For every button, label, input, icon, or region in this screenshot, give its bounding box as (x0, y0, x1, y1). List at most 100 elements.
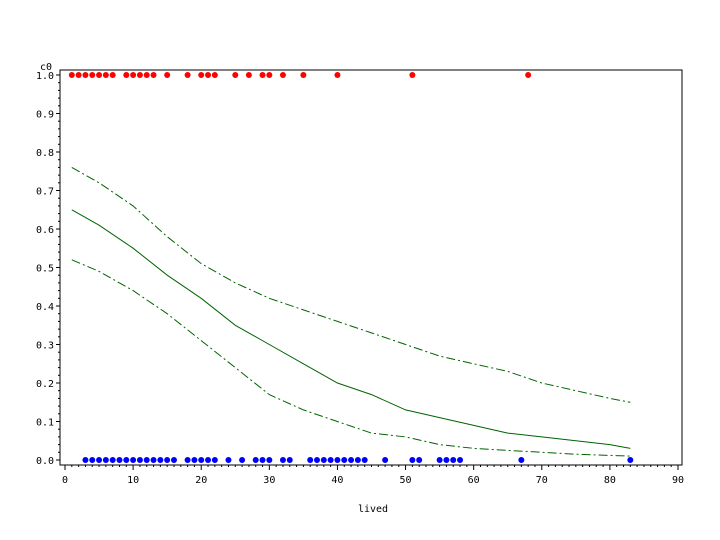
observed-one-point (300, 72, 307, 78)
observed-zero-point (361, 457, 368, 463)
observed-zero-point (143, 457, 150, 463)
observed-zero-point (443, 457, 450, 463)
observed-zero-point (518, 457, 525, 463)
observed-one-point (123, 72, 130, 78)
observed-zero-point (184, 457, 191, 463)
observed-zero-point (314, 457, 321, 463)
observed-zero-point (198, 457, 205, 463)
observed-zero-point (436, 457, 443, 463)
observed-zero-point (164, 457, 171, 463)
y-tick-label: 0.2 (36, 379, 54, 390)
observed-zero-point (266, 457, 273, 463)
x-tick-label: 20 (195, 475, 207, 486)
observed-zero-point (450, 457, 457, 463)
confidence-limit-line-2 (71, 259, 631, 457)
observed-zero-point (170, 457, 177, 463)
observed-one-point (96, 72, 103, 78)
observed-zero-point (211, 457, 218, 463)
observed-one-point (205, 72, 212, 78)
y-tick-label: 0.9 (36, 110, 54, 121)
x-tick-label: 90 (672, 475, 684, 486)
x-axis-ticks: 0 10 20 30 40 50 60 70 80 90 (62, 465, 684, 486)
observed-zero-point (102, 457, 109, 463)
y-tick-label: 1.0 (36, 71, 54, 82)
observed-zero-point (82, 457, 89, 463)
observed-zero-point (334, 457, 341, 463)
observed-zero-point (259, 457, 266, 463)
x-tick-label: 80 (604, 475, 616, 486)
observed-one-point (409, 72, 416, 78)
observed-one-point (82, 72, 89, 78)
observed-zero-point (327, 457, 334, 463)
observed-one-point (143, 72, 150, 78)
observed-zero-point (225, 457, 232, 463)
y-tick-label: 0.0 (36, 456, 54, 467)
observed-zero-point (205, 457, 212, 463)
observed-one-point (245, 72, 252, 78)
y-tick-label: 0.1 (36, 418, 54, 429)
observed-one-point (211, 72, 218, 78)
x-tick-label: 0 (62, 475, 68, 486)
observed-one-point (150, 72, 157, 78)
observed-zero-point (409, 457, 416, 463)
observed-zero-point (320, 457, 327, 463)
observed-zero-point (150, 457, 157, 463)
observed-zero-point (157, 457, 164, 463)
observed-zero-point (136, 457, 143, 463)
y-tick-label: 0.8 (36, 148, 54, 159)
data-points (68, 72, 634, 463)
y-tick-label: 0.7 (36, 187, 54, 198)
x-tick-label: 10 (127, 475, 139, 486)
observed-one-point (164, 72, 171, 78)
observed-zero-point (341, 457, 348, 463)
observed-zero-point (239, 457, 246, 463)
observed-zero-point (130, 457, 137, 463)
observed-zero-point (354, 457, 361, 463)
y-tick-label: 0.6 (36, 225, 54, 236)
observed-one-point (109, 72, 116, 78)
x-tick-label: 50 (400, 475, 412, 486)
fitted-line (71, 209, 631, 449)
confidence-limit-line-1 (71, 166, 631, 403)
observed-one-point (232, 72, 239, 78)
observed-one-point (279, 72, 286, 78)
observed-zero-point (109, 457, 116, 463)
observed-one-point (525, 72, 532, 78)
observed-zero-point (286, 457, 293, 463)
observed-one-point (75, 72, 82, 78)
y-tick-label: 0.3 (36, 341, 54, 352)
observed-zero-point (382, 457, 389, 463)
observed-one-point (259, 72, 266, 78)
observed-one-point (198, 72, 205, 78)
observed-zero-point (457, 457, 464, 463)
x-tick-label: 60 (468, 475, 480, 486)
observed-zero-point (279, 457, 286, 463)
x-tick-label: 30 (263, 475, 275, 486)
observed-one-point (89, 72, 96, 78)
observed-zero-point (307, 457, 314, 463)
observed-one-point (68, 72, 75, 78)
y-axis-ticks: 0.0 0.1 0.2 0.3 0.4 0.5 0.6 0.7 0.8 0.9 1.0 (36, 71, 60, 467)
observed-zero-point (416, 457, 423, 463)
observed-zero-point (89, 457, 96, 463)
x-tick-label: 70 (536, 475, 548, 486)
observed-one-point (334, 72, 341, 78)
observed-zero-point (96, 457, 103, 463)
observed-one-point (130, 72, 137, 78)
observed-zero-point (627, 457, 634, 463)
x-axis-label: lived (358, 504, 388, 515)
observed-one-point (184, 72, 191, 78)
x-tick-label: 40 (331, 475, 343, 486)
y-tick-label: 0.4 (36, 302, 54, 313)
plot-frame (59, 69, 683, 466)
observed-one-point (136, 72, 143, 78)
observed-zero-point (123, 457, 130, 463)
y-axis-label: c0 (40, 62, 52, 73)
observed-one-point (266, 72, 273, 78)
observed-zero-point (252, 457, 259, 463)
y-tick-label: 0.5 (36, 264, 54, 275)
fit-curves (71, 166, 631, 457)
observed-zero-point (116, 457, 123, 463)
observed-zero-point (348, 457, 355, 463)
